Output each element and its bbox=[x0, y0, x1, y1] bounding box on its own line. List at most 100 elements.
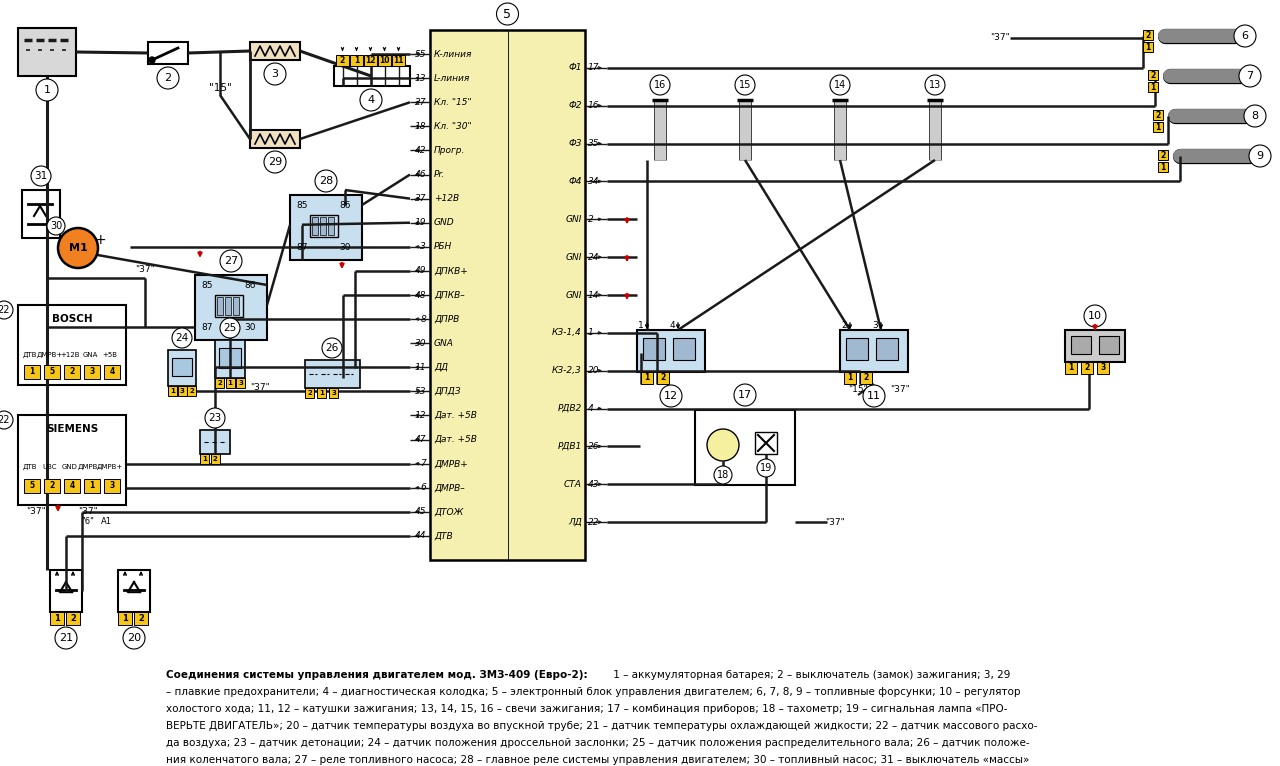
Circle shape bbox=[925, 75, 945, 95]
Bar bbox=[118, 570, 150, 612]
Text: 6: 6 bbox=[420, 483, 426, 493]
Bar bbox=[312, 217, 317, 235]
Bar bbox=[22, 190, 60, 238]
Bar bbox=[250, 130, 300, 148]
Text: GND: GND bbox=[61, 464, 78, 470]
Text: 9: 9 bbox=[1257, 151, 1263, 161]
Text: – плавкие предохранители; 4 – диагностическая колодка; 5 – электронный блок упра: – плавкие предохранители; 4 – диагностич… bbox=[166, 687, 1021, 697]
Bar bbox=[641, 372, 653, 384]
Text: 1: 1 bbox=[122, 614, 128, 623]
Text: 1: 1 bbox=[44, 85, 50, 95]
Text: КЗ-2,3: КЗ-2,3 bbox=[552, 366, 582, 375]
Text: 2: 2 bbox=[50, 482, 55, 490]
Text: ДПКВ+: ДПКВ+ bbox=[434, 267, 467, 276]
Text: GNI: GNI bbox=[566, 253, 582, 262]
Bar bbox=[1065, 330, 1125, 362]
Bar bbox=[178, 386, 187, 396]
Text: 3: 3 bbox=[420, 242, 426, 251]
Text: 17: 17 bbox=[739, 390, 753, 400]
Text: 30: 30 bbox=[415, 339, 426, 348]
Circle shape bbox=[735, 75, 755, 95]
Text: 11: 11 bbox=[867, 391, 881, 401]
Bar bbox=[755, 432, 777, 454]
Text: 2: 2 bbox=[69, 368, 74, 377]
Text: 49: 49 bbox=[415, 267, 426, 276]
Bar bbox=[657, 372, 669, 384]
Text: 2: 2 bbox=[841, 322, 847, 330]
Bar bbox=[317, 388, 326, 398]
Text: 1: 1 bbox=[644, 374, 650, 382]
Text: 5: 5 bbox=[50, 368, 55, 377]
Text: ДТВ: ДТВ bbox=[23, 352, 37, 358]
Circle shape bbox=[497, 3, 518, 25]
Bar bbox=[50, 612, 64, 625]
Text: 1: 1 bbox=[319, 390, 324, 396]
Circle shape bbox=[756, 459, 774, 477]
Text: 53: 53 bbox=[415, 387, 426, 396]
Text: 2: 2 bbox=[164, 73, 172, 83]
Bar bbox=[118, 612, 132, 625]
Text: Ф2: Ф2 bbox=[568, 101, 582, 110]
Text: холостого хода; 11, 12 – катушки зажигания; 13, 14, 15, 16 – свечи зажигания; 17: холостого хода; 11, 12 – катушки зажиган… bbox=[166, 704, 1007, 714]
Circle shape bbox=[1244, 105, 1266, 127]
Text: Кл. "15": Кл. "15" bbox=[434, 98, 471, 106]
Text: 2: 2 bbox=[70, 614, 76, 623]
Bar bbox=[860, 372, 872, 384]
Bar bbox=[219, 348, 241, 368]
Text: 2: 2 bbox=[1151, 70, 1156, 80]
Text: 47: 47 bbox=[415, 435, 426, 444]
Text: 2: 2 bbox=[212, 456, 218, 462]
Text: 4: 4 bbox=[69, 482, 74, 490]
Text: GND: GND bbox=[434, 218, 454, 228]
Text: 14: 14 bbox=[588, 290, 599, 300]
Bar bbox=[846, 338, 868, 360]
Text: 12: 12 bbox=[415, 411, 426, 420]
Text: 1: 1 bbox=[1156, 123, 1161, 132]
Text: 2: 2 bbox=[218, 380, 221, 386]
Circle shape bbox=[323, 338, 342, 358]
Bar bbox=[84, 365, 100, 379]
Text: 26: 26 bbox=[588, 442, 599, 451]
Text: 1: 1 bbox=[54, 614, 60, 623]
Bar bbox=[250, 42, 300, 60]
Text: 3: 3 bbox=[238, 380, 243, 386]
Text: 25: 25 bbox=[224, 323, 237, 333]
Text: 2: 2 bbox=[340, 56, 346, 65]
Bar bbox=[430, 30, 585, 560]
Text: 55: 55 bbox=[415, 50, 426, 58]
Circle shape bbox=[264, 151, 285, 173]
Circle shape bbox=[360, 89, 381, 111]
Text: 31: 31 bbox=[35, 171, 47, 181]
Bar bbox=[1153, 122, 1164, 132]
Circle shape bbox=[1234, 25, 1256, 47]
Text: +12В: +12В bbox=[434, 194, 460, 203]
Text: 11: 11 bbox=[415, 363, 426, 372]
Bar bbox=[695, 410, 795, 485]
Bar bbox=[305, 360, 360, 388]
Bar bbox=[328, 217, 334, 235]
Text: 86: 86 bbox=[244, 280, 256, 290]
Text: К-линия: К-линия bbox=[434, 50, 472, 58]
Text: "37": "37" bbox=[78, 506, 97, 516]
Bar bbox=[392, 55, 404, 66]
Text: 4: 4 bbox=[669, 322, 675, 330]
Bar bbox=[67, 612, 79, 625]
Text: 35: 35 bbox=[588, 139, 599, 148]
Bar bbox=[1071, 336, 1091, 354]
Bar bbox=[643, 338, 666, 360]
Text: 27: 27 bbox=[224, 256, 238, 266]
Text: 37: 37 bbox=[415, 194, 426, 203]
Bar bbox=[218, 297, 223, 315]
Text: SIEMENS: SIEMENS bbox=[46, 424, 99, 434]
Text: 1: 1 bbox=[228, 380, 233, 386]
Text: "15": "15" bbox=[209, 83, 232, 93]
Bar bbox=[349, 55, 364, 66]
Text: GNA: GNA bbox=[82, 352, 97, 358]
Text: 4: 4 bbox=[367, 95, 375, 105]
Circle shape bbox=[1084, 305, 1106, 327]
Text: 2: 2 bbox=[864, 374, 869, 382]
Bar bbox=[1158, 150, 1169, 160]
Text: 12: 12 bbox=[365, 56, 376, 65]
Text: Ф4: Ф4 bbox=[568, 177, 582, 186]
Text: 3: 3 bbox=[90, 368, 95, 377]
